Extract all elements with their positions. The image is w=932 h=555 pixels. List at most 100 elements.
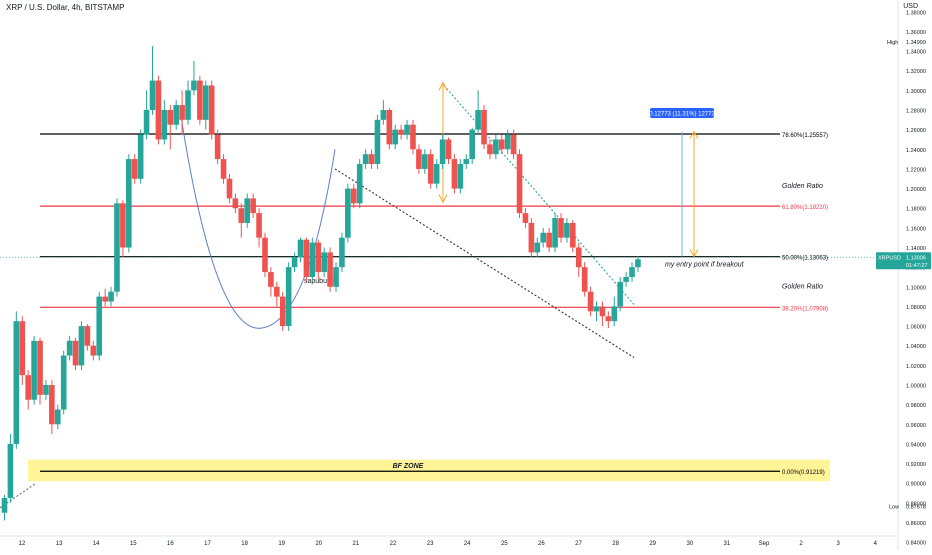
candle-up <box>469 129 475 160</box>
x-tick-label: 17 <box>204 541 211 547</box>
candle-up <box>333 267 339 287</box>
fib-level-label: 38.20%(1.07908) <box>782 306 828 312</box>
candle-down <box>327 252 333 287</box>
support-trendline <box>334 168 635 358</box>
candle-down <box>84 326 91 346</box>
candle-down <box>214 134 221 160</box>
candle-down <box>208 85 215 135</box>
x-tick-label: 27 <box>575 541 582 547</box>
x-tick-label: 23 <box>427 541 434 547</box>
currency-unit: USD <box>903 3 918 10</box>
candle-down <box>167 110 174 125</box>
candle-down <box>605 316 612 322</box>
high-label: High <box>887 40 898 46</box>
candle-up <box>191 80 197 91</box>
candle-down <box>570 222 576 248</box>
candle-down <box>179 105 185 120</box>
candle-down <box>197 80 203 120</box>
candle-down <box>386 110 393 145</box>
candle-up <box>60 355 67 410</box>
candle-down <box>522 213 529 223</box>
candle-down <box>25 375 31 400</box>
x-tick-label: 16 <box>167 541 174 547</box>
x-tick-label: 28 <box>612 541 619 547</box>
candle-up <box>475 110 481 130</box>
candle-down <box>416 149 422 169</box>
candle-down <box>262 237 268 273</box>
x-tick-label: 2 <box>799 541 803 547</box>
support-trendline-left <box>0 482 37 509</box>
fib-level-label: 61.80%(1.18210) <box>782 205 828 211</box>
symbol-title: XRP / U.S. Dollar, 4h, BITSTAMP <box>6 3 125 12</box>
candle-down <box>268 272 274 287</box>
measure-arrow-head-bottom <box>689 249 699 258</box>
candle-down <box>102 296 108 302</box>
fib-level-label: 50.00%(1.13063) <box>782 256 828 262</box>
candle-down <box>587 291 594 312</box>
x-tick-label: 25 <box>501 541 508 547</box>
candle-down <box>510 134 517 155</box>
high-value: 1.34999 <box>906 40 926 46</box>
candle-down <box>250 198 256 214</box>
candle-up <box>493 139 499 155</box>
low-value: 0.87678 <box>906 505 926 511</box>
candle-up <box>433 164 440 184</box>
x-tick-label: 21 <box>353 541 360 547</box>
y-tick-label: 1.06000 <box>906 325 926 331</box>
candle-up <box>534 242 541 253</box>
y-tick-label: 0.88000 <box>906 501 926 507</box>
candle-up <box>422 154 428 169</box>
candle-down <box>72 340 79 366</box>
candle-up <box>244 198 251 223</box>
y-tick-label: 1.26000 <box>906 128 926 134</box>
x-tick-label: 30 <box>686 541 693 547</box>
candle-up <box>114 203 120 292</box>
y-tick-label: 1.10000 <box>906 285 926 291</box>
x-tick-label: 3 <box>837 541 841 547</box>
candle-down <box>90 345 97 356</box>
candle-up <box>617 281 623 307</box>
candle-up <box>66 340 73 356</box>
golden-ratio-label-upper: Golden Ratio <box>782 183 823 190</box>
candle-up <box>149 80 156 110</box>
y-tick-label: 1.00000 <box>906 384 926 390</box>
candle-up <box>43 385 49 395</box>
candle-down <box>427 154 434 184</box>
y-tick-label: 1.24000 <box>906 148 926 154</box>
countdown: 01:47:27 <box>906 263 927 269</box>
candle-up <box>126 159 132 248</box>
y-tick-label: 1.30000 <box>906 89 926 95</box>
candle-down <box>481 110 487 145</box>
candle-up <box>552 218 558 248</box>
x-tick-label: 19 <box>278 541 285 547</box>
candle-down <box>558 218 564 238</box>
author-label: sapubuntu <box>304 278 337 285</box>
candle-up <box>392 129 399 145</box>
x-tick-label: 26 <box>538 541 545 547</box>
y-tick-label: 0.84000 <box>906 541 926 547</box>
y-tick-label: 1.16000 <box>906 226 926 232</box>
candle-down <box>528 222 535 253</box>
candle-down <box>226 178 233 199</box>
candle-up <box>173 105 179 125</box>
measure-label: 0.12773 (11.31%) 12773 <box>649 111 715 117</box>
candle-down <box>368 154 375 165</box>
x-tick-label: 14 <box>93 541 100 547</box>
y-tick-label: 1.20000 <box>906 187 926 193</box>
candle-up <box>108 291 114 302</box>
candle-down <box>232 198 239 209</box>
x-tick-label: 12 <box>19 541 26 547</box>
current-price-box <box>876 252 931 270</box>
y-tick-label: 1.36000 <box>906 30 926 36</box>
x-tick-label: 13 <box>56 541 63 547</box>
candle-down <box>546 232 552 248</box>
candle-up <box>463 159 470 165</box>
candle-up <box>297 239 304 258</box>
y-tick-label: 0.94000 <box>906 442 926 448</box>
bf-zone-label: BF ZONE <box>393 463 424 470</box>
y-tick-label: 1.38000 <box>906 10 926 16</box>
x-tick-label: Sep <box>759 541 770 547</box>
x-tick-label: 18 <box>241 541 248 547</box>
